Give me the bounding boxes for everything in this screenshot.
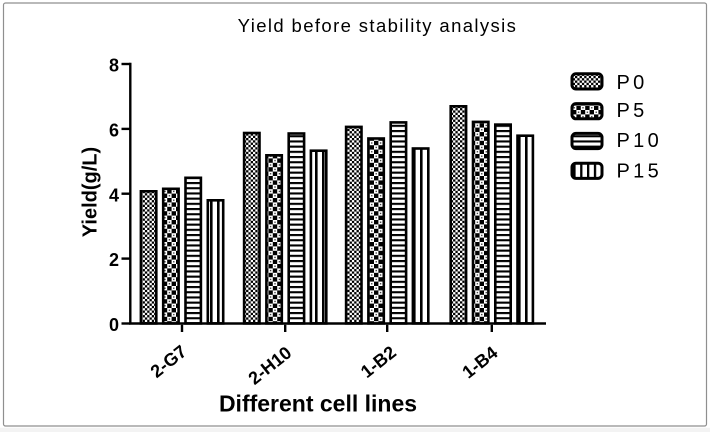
svg-text:4: 4	[109, 185, 119, 205]
svg-text:2-H10: 2-H10	[245, 342, 296, 388]
svg-text:P10: P10	[617, 130, 663, 152]
svg-text:P5: P5	[617, 100, 648, 122]
svg-text:1-B2: 1-B2	[357, 342, 400, 382]
svg-text:P0: P0	[617, 72, 648, 94]
svg-text:Different cell lines: Different cell lines	[219, 391, 417, 417]
svg-text:8: 8	[109, 56, 119, 76]
svg-text:0: 0	[109, 315, 119, 335]
svg-text:P15: P15	[617, 160, 663, 182]
svg-text:1-B4: 1-B4	[458, 342, 501, 382]
svg-text:2: 2	[109, 250, 119, 270]
svg-text:Yield before stability analysi: Yield before stability analysis	[238, 15, 518, 36]
svg-text:6: 6	[109, 120, 119, 140]
svg-text:2-G7: 2-G7	[147, 341, 191, 382]
svg-text:Yield(g/L): Yield(g/L)	[80, 147, 102, 237]
